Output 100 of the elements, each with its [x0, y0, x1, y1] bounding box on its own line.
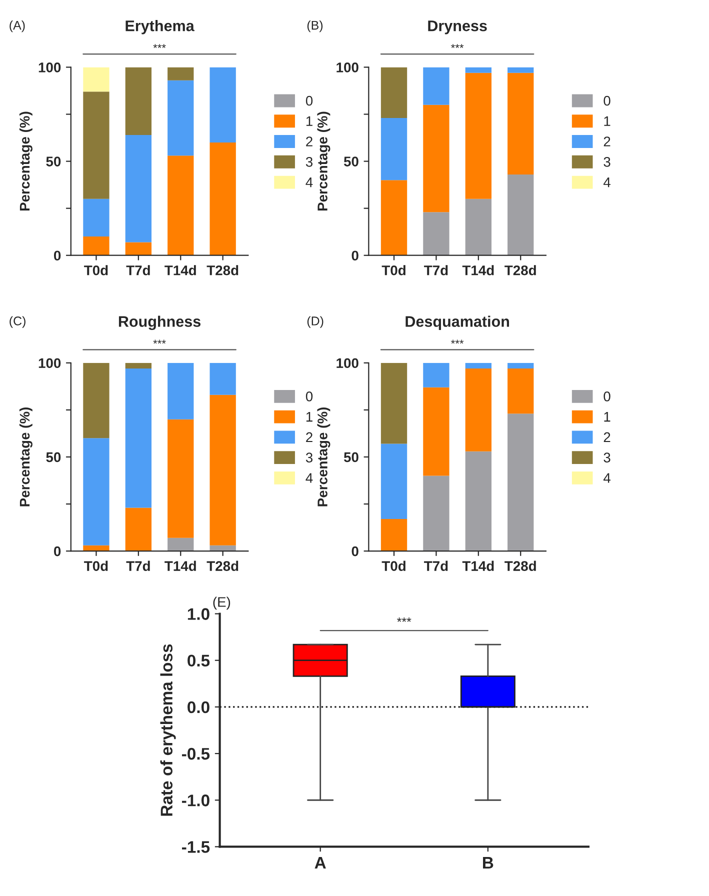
y-tick-label: 1.0 [188, 608, 210, 620]
text: *** [450, 44, 464, 48]
legend-label: 1 [604, 412, 610, 422]
legend-label: 4 [603, 473, 610, 483]
legend-label: 0 [306, 392, 313, 402]
bar [168, 362, 194, 420]
x-tick-label: T7d [424, 265, 448, 276]
bar [423, 212, 450, 256]
annotation: *** [397, 617, 412, 622]
bar [83, 198, 110, 237]
x-tick-label: T28d [206, 265, 238, 276]
y-tick-label: 0.0 [188, 701, 210, 714]
text: *** [153, 340, 166, 344]
legend-label: 1 [306, 116, 312, 126]
y-tick-label: 50 [46, 452, 61, 462]
chart-title: Dryness [428, 20, 487, 34]
bar [83, 545, 110, 552]
bar [465, 198, 492, 256]
x-tick-label: A [314, 857, 326, 869]
text: *** [450, 340, 464, 344]
bar [508, 368, 534, 414]
x-tick-label: T14d [164, 265, 196, 276]
text: (B) [307, 20, 323, 32]
bar [125, 508, 152, 552]
y-axis-title: Percentage (%) [317, 112, 330, 211]
bar [125, 368, 152, 508]
y-tick-label: 0 [352, 546, 358, 556]
legend-label: 2 [604, 136, 610, 146]
y-tick-label: 0 [352, 250, 358, 261]
bar [508, 72, 534, 174]
bar [210, 142, 236, 256]
legend-label: 1 [604, 116, 610, 126]
bar [465, 451, 492, 552]
text: *** [153, 44, 166, 48]
bar [465, 67, 492, 73]
x-tick-label: T14d [462, 560, 494, 571]
bar [168, 156, 194, 256]
bar [423, 387, 450, 476]
x-tick-label: T7d [126, 265, 150, 276]
chart-title: Erythema [126, 20, 194, 34]
legend-label: 0 [604, 96, 610, 106]
legend-label: 0 [306, 96, 313, 106]
chart-title: Roughness [118, 316, 200, 330]
x-tick-label: B [483, 857, 494, 869]
x-tick-label: T14d [462, 265, 494, 276]
y-tick-label: 100 [38, 62, 61, 72]
bar [125, 134, 152, 242]
chart-title: Desquamation [406, 316, 509, 330]
bar [168, 538, 194, 552]
bar [125, 362, 152, 369]
bar [83, 92, 110, 199]
bar [83, 362, 110, 438]
bar [83, 67, 110, 92]
bar [210, 67, 236, 142]
legend-label: 2 [306, 432, 312, 442]
y-tick-label: 100 [38, 358, 61, 368]
bar [423, 104, 450, 212]
y-axis-title: Percentage (%) [317, 407, 330, 506]
bar [508, 362, 534, 369]
x-tick-label: T0d [84, 265, 108, 276]
y-tick-label: -0.5 [182, 748, 210, 760]
bar [508, 414, 534, 552]
legend-label: 3 [306, 156, 312, 167]
bar [168, 419, 194, 538]
legend-label: 4 [306, 178, 313, 188]
y-tick-label: 50 [46, 156, 61, 166]
legend-label: 3 [306, 452, 312, 462]
legend-label: 3 [604, 156, 610, 167]
y-axis-title: Percentage (%) [19, 112, 32, 211]
bar [508, 67, 534, 73]
y-tick-label: 50 [344, 156, 358, 166]
y-tick-label: 100 [336, 62, 358, 72]
bar [508, 174, 534, 256]
legend-label: 4 [306, 473, 313, 483]
bar [380, 67, 408, 118]
text: (A) [10, 20, 25, 32]
bar [465, 368, 492, 452]
x-tick-label: T0d [84, 560, 108, 571]
bar [380, 180, 408, 256]
bar [423, 362, 450, 388]
y-tick-label: 50 [344, 452, 358, 462]
bar [125, 242, 152, 256]
x-tick-label: T28d [206, 560, 238, 571]
bar [380, 118, 408, 180]
bar [210, 362, 236, 395]
legend-label: 1 [306, 412, 312, 422]
legend-label: 3 [604, 452, 610, 462]
x-tick-label: T0d [382, 265, 406, 276]
bar [168, 80, 194, 156]
x-tick-label: T28d [504, 560, 536, 571]
bar [380, 519, 408, 552]
text: (D) [307, 316, 324, 328]
text: (E) [213, 596, 230, 610]
bar [465, 362, 492, 369]
y-tick-label: -1.0 [182, 794, 210, 806]
y-tick-label: 0 [54, 546, 61, 556]
bar [125, 67, 152, 135]
x-tick-label: T14d [164, 560, 196, 571]
bar [380, 444, 408, 520]
bar [83, 236, 110, 256]
